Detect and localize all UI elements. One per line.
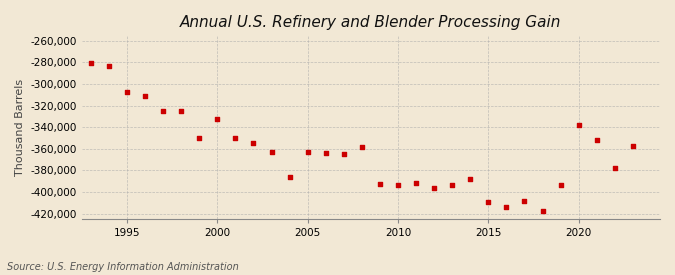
Point bbox=[266, 150, 277, 154]
Point bbox=[610, 166, 620, 170]
Point bbox=[284, 175, 295, 179]
Point bbox=[122, 89, 132, 94]
Point bbox=[321, 151, 331, 155]
Point bbox=[338, 152, 349, 156]
Point bbox=[158, 109, 169, 113]
Point bbox=[103, 63, 114, 68]
Point bbox=[537, 209, 548, 214]
Point bbox=[465, 177, 476, 181]
Point bbox=[447, 183, 458, 188]
Point bbox=[302, 150, 313, 154]
Point bbox=[519, 198, 530, 203]
Point bbox=[628, 143, 639, 148]
Point bbox=[556, 183, 566, 188]
Y-axis label: Thousand Barrels: Thousand Barrels bbox=[15, 79, 25, 176]
Point bbox=[410, 181, 421, 186]
Point bbox=[591, 138, 602, 142]
Point bbox=[176, 109, 186, 113]
Point bbox=[483, 199, 493, 204]
Point bbox=[573, 123, 584, 127]
Point bbox=[501, 205, 512, 209]
Point bbox=[86, 61, 97, 66]
Point bbox=[248, 141, 259, 145]
Text: Source: U.S. Energy Information Administration: Source: U.S. Energy Information Administ… bbox=[7, 262, 238, 272]
Point bbox=[140, 94, 151, 98]
Title: Annual U.S. Refinery and Blender Processing Gain: Annual U.S. Refinery and Blender Process… bbox=[180, 15, 562, 30]
Point bbox=[194, 136, 205, 140]
Point bbox=[429, 185, 439, 190]
Point bbox=[230, 136, 241, 140]
Point bbox=[212, 116, 223, 121]
Point bbox=[393, 183, 404, 188]
Point bbox=[375, 182, 385, 187]
Point bbox=[356, 144, 367, 149]
